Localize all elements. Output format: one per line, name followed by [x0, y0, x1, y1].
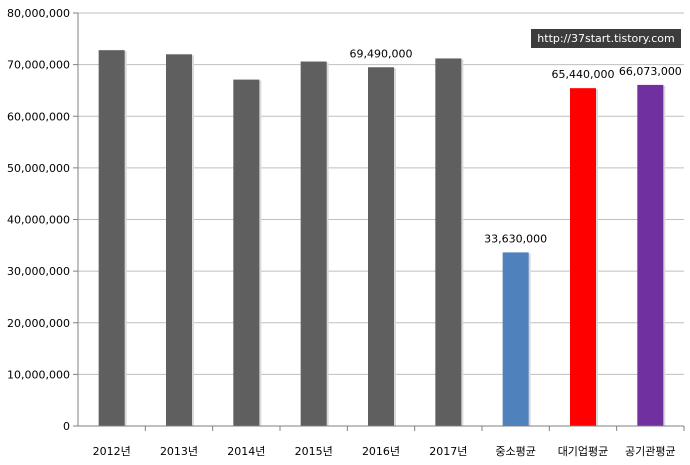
data-label: 33,630,000 [484, 232, 547, 245]
data-label: 65,440,000 [552, 68, 615, 81]
y-tick-label: 50,000,000 [7, 162, 70, 175]
category-label: 대기업평균 [558, 445, 609, 458]
data-label: 66,073,000 [619, 65, 682, 78]
y-tick-label: 70,000,000 [7, 59, 70, 72]
data-label: 69,490,000 [350, 47, 413, 60]
y-tick-label: 30,000,000 [7, 265, 70, 278]
category-label: 2015년 [295, 445, 333, 458]
bar [637, 84, 664, 427]
category-label: 중소평균 [495, 445, 535, 458]
bar [502, 252, 529, 426]
watermark-url: http://37start.tistory.com [531, 29, 681, 48]
bar [98, 50, 125, 427]
y-tick-label: 60,000,000 [7, 110, 70, 123]
category-label: 2016년 [362, 445, 400, 458]
bar [570, 88, 596, 426]
y-tick-label: 0 [63, 420, 70, 433]
bar [300, 61, 327, 427]
category-label: 2012년 [93, 445, 131, 458]
bars [98, 50, 666, 427]
y-tick-label: 10,000,000 [7, 368, 70, 381]
x-axis: 2012년 2013년 2014년 2015년 2016년 2017년 중소평균 대기업평균 공… [77, 13, 685, 458]
category-label: 2014년 [227, 445, 265, 458]
bar [233, 79, 260, 426]
bar [368, 67, 394, 426]
category-label: 2017년 [429, 445, 467, 458]
category-label: 2013년 [160, 445, 198, 458]
y-axis-ticks: 0 10,000,000 20,000,000 30,000,000 40,000,00… [7, 7, 78, 433]
data-labels: 69,490,000 33,630,000 65,440,000 66,073,000 [350, 47, 682, 245]
bar [435, 58, 462, 427]
y-tick-label: 20,000,000 [7, 317, 70, 330]
bar [166, 54, 192, 427]
y-tick-label: 80,000,000 [7, 7, 70, 20]
category-label: 공기관평균 [625, 445, 676, 458]
y-tick-label: 40,000,000 [7, 214, 70, 227]
